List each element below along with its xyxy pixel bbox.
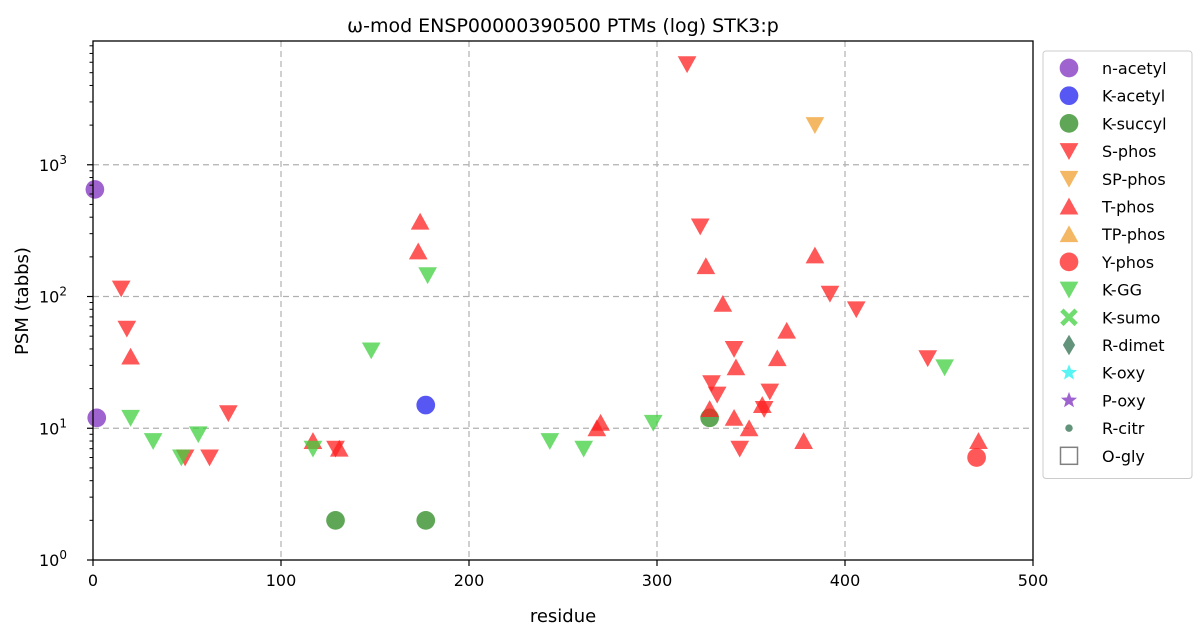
legend-marker-o-gly bbox=[1059, 446, 1079, 466]
legend-label-tp-phos: TP-phos bbox=[1101, 225, 1165, 244]
x-tick-label: 300 bbox=[642, 571, 673, 590]
legend-marker-n-acetyl bbox=[1059, 58, 1079, 78]
y-phos-point bbox=[967, 448, 986, 467]
chart-title: ω-mod ENSP00000390500 PTMs (log) STK3:p bbox=[347, 15, 779, 37]
legend-marker-tp-phos bbox=[1059, 225, 1079, 243]
legend-label-y-phos: Y-phos bbox=[1101, 253, 1154, 272]
legend-label-r-dimet: R-dimet bbox=[1102, 336, 1165, 355]
t-phos-point bbox=[726, 358, 746, 376]
legend-label-n-acetyl: n-acetyl bbox=[1102, 59, 1167, 78]
sp-phos-point bbox=[805, 117, 825, 134]
legend-marker-k-sumo bbox=[1060, 308, 1078, 327]
t-phos-point bbox=[410, 212, 430, 230]
legend-marker-p-oxy bbox=[1060, 391, 1078, 408]
s-phos-point bbox=[117, 320, 137, 338]
legend-label-r-citr: R-citr bbox=[1102, 419, 1145, 438]
legend-marker-k-acetyl bbox=[1059, 86, 1079, 106]
t-phos-point bbox=[696, 257, 716, 275]
x-tick-label: 100 bbox=[266, 571, 297, 590]
t-phos-point bbox=[121, 347, 140, 365]
legend: n-acetyl K-acetyl K-succyl S-phos SP-phos T-p… bbox=[1042, 50, 1193, 479]
legend-label-p-oxy: P-oxy bbox=[1102, 391, 1146, 410]
x-tick-label: 200 bbox=[454, 571, 485, 590]
k-gg-point bbox=[540, 433, 560, 450]
k-gg-point bbox=[643, 414, 663, 432]
n-acetyl-point bbox=[87, 408, 107, 428]
k-gg-point bbox=[418, 267, 437, 285]
legend-marker-k-gg bbox=[1059, 281, 1079, 299]
t-phos-point bbox=[739, 419, 759, 437]
t-phos-point bbox=[777, 321, 797, 339]
s-phos-point bbox=[707, 386, 727, 404]
t-phos-point bbox=[408, 242, 428, 260]
s-phos-point bbox=[730, 440, 750, 458]
legend-label-k-acetyl: K-acetyl bbox=[1102, 87, 1165, 106]
legend-label-o-gly: O-gly bbox=[1102, 447, 1145, 466]
grid-lines bbox=[93, 41, 1033, 560]
t-phos-point bbox=[700, 400, 719, 417]
k-gg-point bbox=[121, 409, 140, 427]
s-phos-point bbox=[690, 218, 710, 236]
data-points bbox=[85, 56, 988, 530]
s-phos-point bbox=[820, 285, 840, 303]
t-phos-point bbox=[794, 432, 813, 449]
y-axis-label: PSM (tabbs) bbox=[12, 247, 33, 355]
k-succyl-point bbox=[416, 510, 436, 530]
s-phos-point bbox=[111, 280, 131, 298]
plot-frame bbox=[92, 40, 1034, 561]
k-succyl-point bbox=[326, 510, 345, 530]
legend-marker-y-phos bbox=[1059, 252, 1079, 272]
y-tick-label: 100 bbox=[39, 548, 67, 570]
legend-label-s-phos: S-phos bbox=[1102, 142, 1156, 161]
legend-label-k-succyl: K-succyl bbox=[1102, 114, 1167, 133]
t-phos-point bbox=[724, 408, 744, 426]
s-phos-point bbox=[918, 350, 938, 368]
x-tick-label: 400 bbox=[830, 571, 861, 590]
s-phos-point bbox=[724, 340, 744, 358]
k-gg-point bbox=[303, 440, 323, 458]
t-phos-point bbox=[805, 246, 825, 264]
legend-label-k-sumo: K-sumo bbox=[1102, 308, 1160, 327]
legend-marker-r-citr bbox=[1065, 424, 1073, 432]
y-tick-label: 103 bbox=[39, 153, 67, 175]
t-phos-point bbox=[713, 294, 733, 312]
s-phos-point bbox=[760, 383, 780, 401]
x-tick-label: 0 bbox=[88, 571, 98, 590]
x-axis-label: residue bbox=[530, 606, 596, 627]
s-phos-point bbox=[200, 449, 219, 467]
t-phos-point bbox=[329, 439, 349, 457]
s-phos-point bbox=[846, 301, 866, 319]
k-acetyl-point bbox=[416, 395, 436, 415]
t-phos-point bbox=[752, 396, 772, 414]
legend-marker-t-phos bbox=[1059, 197, 1079, 215]
t-phos-point bbox=[591, 413, 610, 431]
legend-label-k-gg: K-GG bbox=[1102, 281, 1142, 300]
k-gg-point bbox=[143, 433, 163, 450]
s-phos-point bbox=[219, 405, 238, 423]
x-tick-label: 500 bbox=[1018, 571, 1049, 590]
legend-marker-sp-phos bbox=[1059, 170, 1079, 188]
axes: 0 100 200 300 400 500 100 101 102 103 bbox=[39, 40, 1049, 590]
s-phos-point bbox=[702, 375, 721, 393]
legend-marker-r-dimet bbox=[1062, 334, 1076, 356]
y-tick-label: 101 bbox=[39, 416, 67, 438]
k-gg-point bbox=[361, 342, 381, 360]
k-gg-point bbox=[935, 359, 954, 377]
legend-label-t-phos: T-phos bbox=[1101, 198, 1155, 217]
k-gg-point bbox=[172, 449, 191, 467]
t-phos-point bbox=[969, 432, 988, 449]
legend-box bbox=[1042, 50, 1193, 479]
t-phos-point bbox=[767, 349, 787, 367]
n-acetyl-point bbox=[85, 180, 105, 199]
legend-marker-k-oxy bbox=[1060, 364, 1078, 380]
k-gg-point bbox=[188, 426, 208, 444]
legend-marker-k-succyl bbox=[1059, 114, 1079, 133]
s-phos-point bbox=[677, 56, 697, 74]
legend-label-k-oxy: K-oxy bbox=[1102, 364, 1145, 383]
legend-label-sp-phos: SP-phos bbox=[1102, 170, 1166, 189]
k-gg-point bbox=[574, 440, 594, 458]
y-tick-label: 102 bbox=[39, 285, 67, 307]
legend-marker-s-phos bbox=[1059, 143, 1079, 160]
